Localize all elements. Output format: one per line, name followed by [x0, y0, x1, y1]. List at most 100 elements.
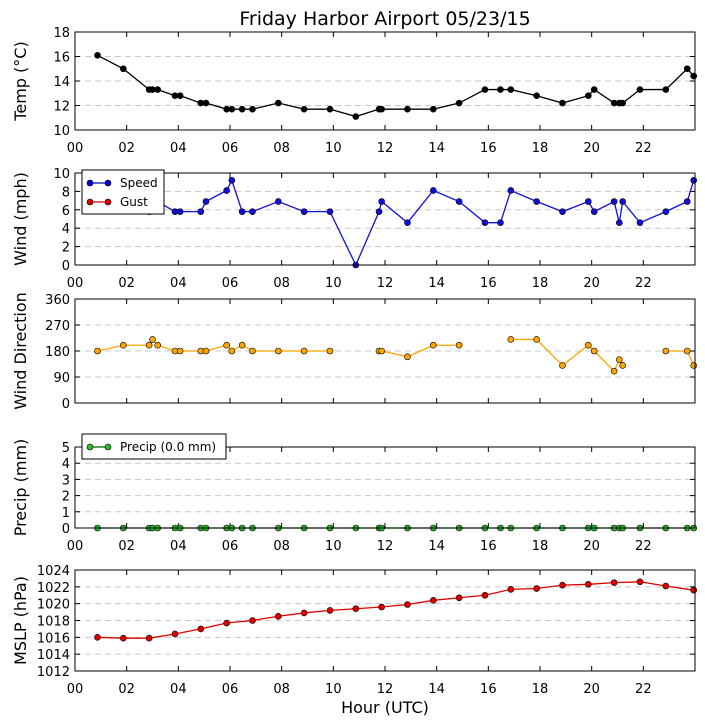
data-point-wind	[590, 208, 598, 215]
data-point-temp	[559, 99, 566, 107]
data-point-mslp	[690, 586, 698, 594]
x-tick-label: 02	[118, 141, 135, 156]
x-tick-label: 04	[170, 539, 187, 554]
data-point-mslp	[275, 612, 282, 620]
data-point-temp	[249, 105, 256, 113]
data-point-mslp	[404, 601, 411, 608]
data-point-temp	[154, 86, 161, 93]
data-point-wind	[497, 219, 504, 226]
y-tick-label: 5	[62, 441, 70, 456]
data-point-temp	[497, 86, 504, 93]
legend-marker	[86, 179, 94, 187]
data-point-wind	[507, 187, 515, 194]
x-tick-label: 06	[222, 539, 239, 554]
legend-box-wind	[81, 169, 165, 215]
series-line-dir	[97, 338, 330, 352]
data-point-wind	[197, 208, 205, 215]
data-point-wind	[249, 208, 256, 215]
plot-frame-mslp	[74, 569, 696, 672]
data-point-dir	[326, 347, 334, 355]
legend-label: Precip (0.0 mm)	[120, 440, 216, 454]
y-tick-label: 14	[53, 75, 70, 90]
data-point-mslp	[120, 634, 127, 642]
y-tick-label: 6	[62, 204, 70, 219]
data-point-mslp	[430, 596, 437, 604]
data-point-temp	[455, 99, 463, 107]
data-point-dir	[154, 341, 161, 349]
x-tick-label: 10	[325, 539, 342, 554]
x-tick-label: 00	[67, 276, 84, 291]
x-tick-label: 20	[583, 682, 600, 697]
x-tick-label: 04	[170, 682, 187, 697]
x-tick-label: 16	[480, 141, 497, 156]
data-point-dir	[145, 341, 153, 349]
x-tick-label: 14	[428, 141, 445, 156]
data-point-wind	[690, 177, 698, 184]
x-tick-label: 20	[583, 539, 600, 554]
legend-label: Gust	[120, 195, 148, 209]
y-tick-label: 18	[53, 26, 70, 41]
legend-marker	[86, 443, 94, 451]
data-point-wind	[238, 208, 246, 215]
plot-frame-precip	[74, 446, 696, 529]
data-point-mslp	[249, 617, 256, 624]
y-tick-label: 1	[62, 506, 70, 521]
data-point-dir	[616, 356, 623, 363]
data-point-temp	[619, 99, 626, 107]
panel-dir: 0 90 180 270 360 Wind Direction	[11, 292, 698, 412]
y-tick-label: 360	[45, 293, 70, 308]
y-tick-label: 0	[62, 522, 70, 537]
panel-temp: 10 12 14 16 18 00 02 04 06 08 10 12 14 16 18 20 22 Temp (…	[11, 26, 698, 156]
data-point-wind	[378, 198, 385, 205]
data-point-wind	[223, 187, 230, 194]
x-tick-label: 04	[170, 141, 187, 156]
data-point-temp	[202, 99, 210, 107]
data-point-mslp	[326, 607, 334, 614]
data-point-wind	[430, 187, 437, 194]
data-point-dir	[404, 353, 411, 361]
plot-frame-dir	[74, 298, 696, 404]
chart-title: Friday Harbor Airport 05/23/15	[239, 8, 530, 30]
series-line-dir	[510, 338, 624, 373]
data-point-mslp	[223, 619, 230, 627]
x-tick-label: 00	[67, 539, 84, 554]
data-point-dir	[202, 347, 210, 355]
x-tick-label: 06	[222, 141, 239, 156]
legend-marker	[104, 179, 112, 187]
y-tick-label: 12	[53, 100, 70, 115]
data-point-dir	[590, 347, 598, 355]
data-point-dir	[610, 367, 618, 375]
data-point-dir	[455, 341, 463, 349]
y-tick-label: 1024	[37, 564, 70, 579]
data-point-dir	[300, 347, 308, 355]
data-point-mslp	[145, 634, 153, 642]
y-tick-label: 90	[53, 371, 70, 386]
data-point-dir	[619, 362, 626, 369]
y-tick-label: 0	[62, 259, 70, 274]
data-point-temp	[636, 86, 644, 93]
data-point-wind	[610, 198, 618, 205]
data-point-dir	[378, 347, 385, 355]
data-point-dir	[249, 347, 256, 355]
x-tick-label: 00	[67, 141, 84, 156]
y-tick-label: 10	[53, 124, 70, 139]
x-tick-label: 10	[325, 276, 342, 291]
data-point-mslp	[352, 605, 360, 613]
data-point-dir	[559, 362, 566, 369]
data-point-temp	[683, 65, 691, 73]
x-tick-label: 14	[428, 539, 445, 554]
data-point-temp	[326, 105, 334, 113]
data-point-wind	[481, 219, 489, 226]
data-point-wind	[375, 208, 383, 215]
y-tick-label: 2	[62, 241, 70, 256]
data-point-dir	[585, 341, 592, 349]
data-point-temp	[275, 99, 282, 107]
x-tick-label: 16	[480, 276, 497, 291]
y-axis-label-temp: Temp (°C)	[11, 41, 30, 121]
data-point-mslp	[585, 581, 592, 588]
y-tick-label: 270	[45, 319, 70, 334]
y-axis-label-dir: Wind Direction	[11, 292, 30, 410]
data-point-dir	[176, 347, 184, 355]
x-tick-label: 18	[532, 141, 549, 156]
